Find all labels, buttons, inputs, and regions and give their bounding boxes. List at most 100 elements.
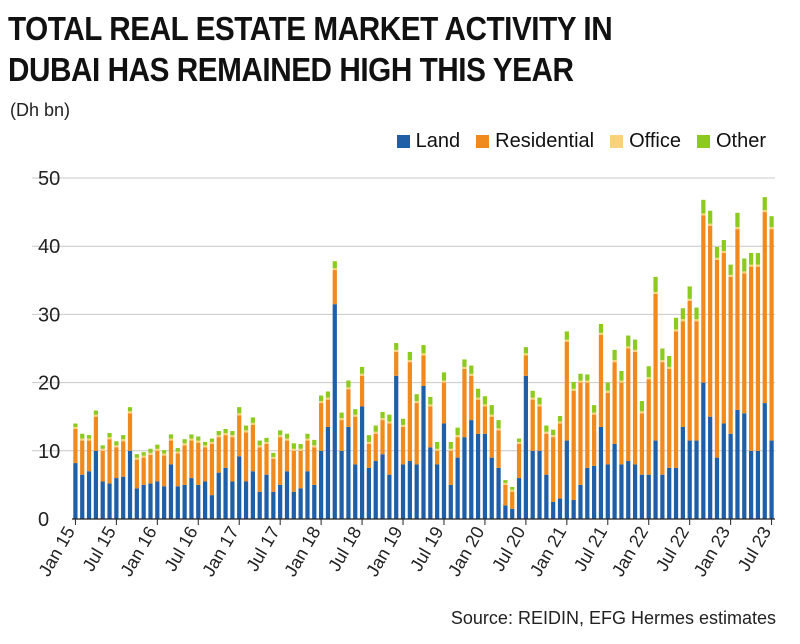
bar-residential — [121, 441, 126, 477]
bar-other — [243, 425, 249, 431]
bar-office — [489, 414, 494, 417]
bar-office — [619, 380, 624, 383]
bar-office — [407, 360, 412, 363]
bar-other — [571, 381, 576, 389]
bar-land — [421, 386, 426, 519]
bar-residential — [605, 392, 610, 465]
bar-land — [510, 508, 515, 519]
bar-other — [598, 323, 604, 333]
bar-land — [387, 474, 392, 519]
bar-land — [551, 501, 556, 519]
bar-residential — [708, 225, 713, 417]
bar-office — [448, 448, 453, 451]
legend-item-other: Other — [696, 130, 766, 153]
bar-land — [73, 463, 78, 519]
bar-office — [469, 373, 474, 376]
bar-land — [325, 426, 331, 519]
bar-land — [100, 481, 105, 519]
bar-other — [551, 429, 556, 436]
legend-label-residential: Residential — [495, 130, 595, 152]
bar-land — [578, 484, 583, 519]
bar-land — [278, 484, 283, 519]
bar-office — [80, 438, 85, 441]
bar-office — [667, 366, 672, 369]
bar-other — [284, 433, 290, 439]
bar-land — [141, 484, 146, 519]
x-tick-label: Jul 18 — [324, 523, 365, 575]
bar-land — [673, 467, 679, 519]
bar-land — [728, 433, 733, 519]
bar-office — [264, 441, 269, 444]
bar-other — [503, 480, 508, 483]
bar-land — [291, 491, 296, 519]
bar-other — [414, 394, 419, 402]
bar-office — [680, 319, 685, 322]
bar-other — [735, 212, 740, 228]
bar-land — [175, 486, 180, 519]
bar-other — [400, 418, 406, 425]
bar-land — [708, 416, 713, 519]
bar-land — [107, 483, 112, 519]
bar-office — [646, 377, 651, 380]
bar-land — [435, 464, 440, 519]
bar-other — [687, 286, 692, 299]
bar-other — [325, 391, 331, 398]
bar-residential — [462, 368, 467, 438]
bar-other — [462, 359, 467, 367]
bar-land — [742, 413, 747, 519]
bar-other — [441, 372, 447, 381]
bar-residential — [373, 433, 378, 462]
bar-residential — [742, 273, 747, 414]
bar-residential — [748, 266, 754, 451]
bar-other — [305, 433, 310, 439]
bar-residential — [196, 442, 201, 485]
bar-residential — [414, 403, 419, 465]
bar-other — [155, 444, 160, 449]
bar-land — [653, 440, 658, 519]
bar-land — [557, 498, 563, 519]
bar-land — [660, 474, 665, 519]
bar-office — [134, 457, 139, 460]
bar-land — [148, 483, 153, 519]
y-tick-label: 10 — [38, 441, 60, 463]
bar-land — [530, 450, 535, 519]
bar-residential — [380, 420, 385, 455]
bar-other — [435, 441, 440, 449]
bar-other — [353, 409, 358, 415]
bar-land — [366, 467, 372, 519]
bar-land — [748, 450, 754, 519]
bar-land — [564, 440, 569, 519]
bar-residential — [141, 457, 146, 485]
bar-land — [469, 420, 474, 519]
bar-office — [202, 445, 208, 448]
bar-residential — [134, 459, 139, 489]
bar-office — [107, 437, 112, 440]
bar-other — [223, 428, 228, 434]
legend: Land Residential Office Other — [396, 130, 766, 153]
bar-residential — [298, 450, 303, 489]
x-tick-label: Jan 16 — [116, 523, 160, 580]
bar-residential — [223, 435, 228, 468]
bar-residential — [127, 413, 133, 451]
bar-other — [728, 264, 733, 275]
bar-land — [701, 382, 706, 519]
bar-residential — [441, 382, 447, 424]
bar-land — [243, 481, 249, 519]
bar-residential — [243, 432, 249, 482]
bar-other — [312, 439, 317, 446]
bar-other — [216, 431, 221, 436]
bar-other — [93, 410, 99, 415]
bar-office — [612, 360, 617, 363]
x-tick-label: Jan 23 — [690, 523, 734, 580]
x-tick-label: Jul 22 — [652, 523, 693, 575]
bar-office — [284, 438, 290, 441]
bar-other — [80, 433, 85, 439]
bar-office — [168, 438, 174, 441]
bar-residential — [571, 390, 576, 500]
bar-office — [155, 448, 160, 451]
bar-other — [127, 407, 133, 412]
x-tick-label: Jan 18 — [280, 523, 324, 580]
bar-residential — [544, 433, 549, 475]
bar-residential — [680, 321, 685, 427]
bar-land — [482, 433, 488, 519]
